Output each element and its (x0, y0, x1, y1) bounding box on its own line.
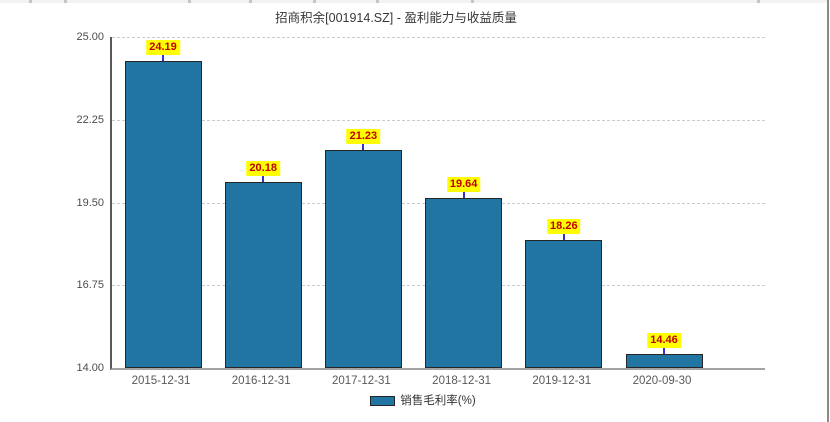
bar-2019-12-31[interactable] (525, 239, 603, 368)
y-axis-tick-label: 22.25 (76, 113, 104, 126)
top-edge-tick (249, 0, 252, 3)
top-edge-tick (29, 0, 32, 3)
bar-2015-12-31[interactable] (124, 61, 202, 368)
top-edge-artifact (0, 0, 828, 3)
value-label-connector (262, 176, 265, 183)
bar-2016-12-31[interactable] (224, 182, 302, 368)
plot-area: 24.19 20.18 21.23 19.64 18.26 14.46 (110, 37, 765, 370)
value-label-connector (562, 233, 565, 240)
top-edge-tick (757, 0, 760, 3)
value-label: 19.64 (446, 177, 481, 193)
value-label-connector (462, 192, 465, 199)
x-axis-tick-label: 2020-09-30 (632, 375, 692, 387)
bar-2018-12-31[interactable] (425, 198, 503, 368)
x-axis-tick-label: 2017-12-31 (331, 375, 391, 387)
right-window-border (827, 0, 829, 422)
value-label: 21.23 (346, 129, 381, 145)
value-label: 24.19 (146, 40, 180, 56)
legend-swatch-icon (370, 396, 396, 406)
top-edge-tick (188, 0, 191, 3)
legend[interactable]: 销售毛利率(%) (0, 395, 830, 407)
x-axis-tick-label: 2018-12-31 (432, 375, 492, 387)
top-edge-tick (471, 0, 474, 3)
legend-label: 销售毛利率(%) (400, 395, 476, 407)
bar-2020-09-30[interactable] (625, 354, 703, 368)
y-axis-tick-label: 25.00 (76, 31, 104, 43)
top-edge-tick (313, 0, 316, 3)
y-axis-tick-label: 19.50 (76, 196, 104, 209)
x-axis-tick-label: 2019-12-31 (532, 375, 592, 387)
top-edge-tick (64, 0, 67, 3)
bar-2017-12-31[interactable] (324, 150, 402, 368)
value-label: 18.26 (547, 218, 581, 234)
gridline (112, 37, 765, 38)
value-label-connector (663, 348, 665, 355)
chart-title: 招商积余[001914.SZ] - 盈利能力与收益质量 (275, 11, 517, 25)
value-label: 20.18 (246, 161, 280, 177)
y-axis-tick-label: 14.00 (76, 362, 104, 374)
value-label-connector (162, 55, 164, 62)
value-label-connector (362, 144, 365, 151)
x-axis-tick-label: 2015-12-31 (131, 375, 191, 387)
gridline (112, 119, 765, 121)
y-axis-tick-label: 16.75 (76, 279, 104, 292)
value-label: 14.46 (647, 333, 681, 349)
top-edge-tick (376, 0, 379, 3)
x-axis-tick-label: 2016-12-31 (231, 375, 291, 387)
